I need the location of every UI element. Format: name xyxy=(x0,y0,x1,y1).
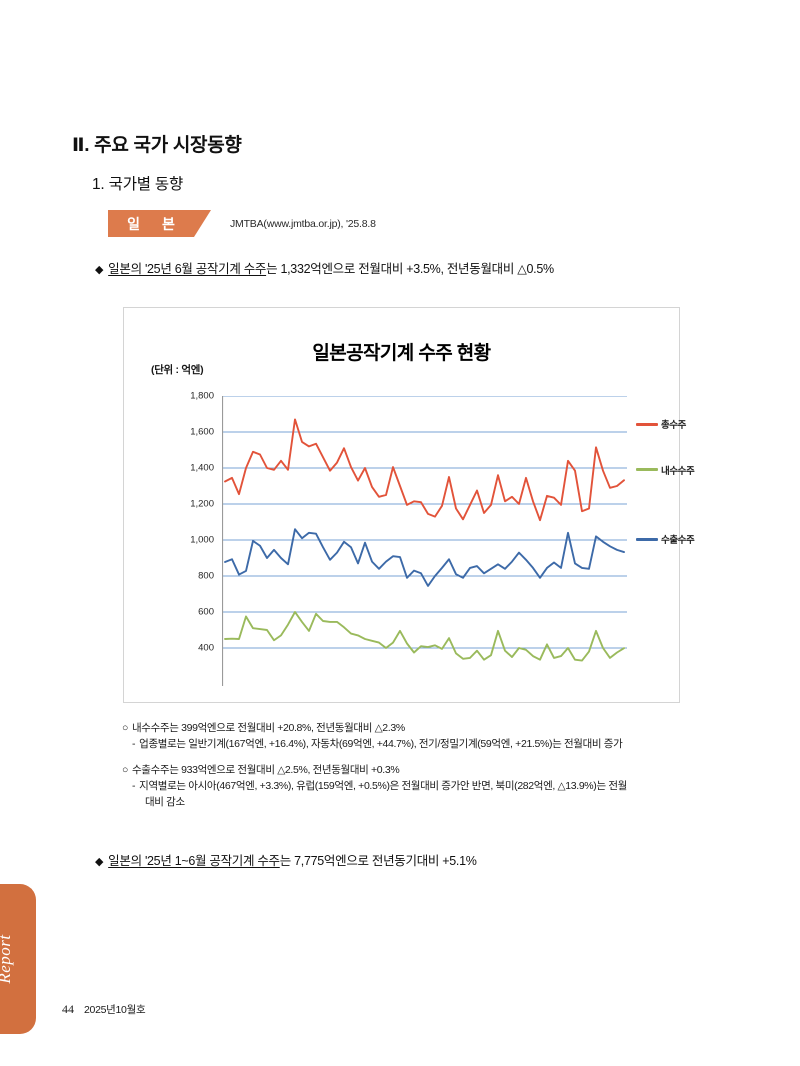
y-axis-tick: 800 xyxy=(198,570,214,582)
note-line: ○ 내수수주는 399억엔으로 전월대비 +20.8%, 전년동월대비 △2.3% xyxy=(122,720,682,736)
legend-label: 총수주 xyxy=(661,420,687,431)
note-line: ○ 수출수주는 933억엔으로 전월대비 △2.5%, 전년동월대비 +0.3% xyxy=(122,762,682,778)
legend-label: 내수수주 xyxy=(661,465,695,477)
y-axis-tick: 1,400 xyxy=(190,462,214,474)
circle-bullet-icon: ○ xyxy=(122,763,128,776)
diamond-icon: ◆ xyxy=(95,264,104,276)
legend-color-swatch xyxy=(636,537,658,541)
source-citation: JMTBA(www.jmtba.or.jp), '25.8.8 xyxy=(230,217,376,230)
y-axis-tick-labels: 1,800 1,600 1,400 1,200 1,000 800 600 400 xyxy=(178,391,218,654)
section-subtitle: 1. 국가별 동향 xyxy=(92,176,184,193)
dash-bullet-icon: - xyxy=(132,738,136,751)
bullet-1-rest: 는 1,332억엔으로 전월대비 +3.5%, 전년동월대비 △0.5% xyxy=(266,262,554,276)
y-axis-tick: 1,000 xyxy=(190,534,214,546)
diamond-icon: ◆ xyxy=(95,856,104,868)
y-axis-tick: 1,800 xyxy=(190,390,214,402)
chart-title: 일본공작기계 수주 현황 xyxy=(312,343,491,364)
footer-issue-label: 2025년10월호 xyxy=(84,1004,146,1016)
chart-series-line xyxy=(224,418,625,522)
country-badge-japan: 일 본 xyxy=(108,210,211,237)
y-axis-tick: 400 xyxy=(198,642,214,654)
bullet-point-monthly: ◆ 일본의 '25년 6월 공작기계 수주는 1,332억엔으로 전월대비 +3.… xyxy=(95,258,554,277)
bullet-point-cumulative: ◆ 일본의 '25년 1~6월 공작기계 수주는 7,775억엔으로 전년동기대비… xyxy=(95,850,477,869)
country-ribbon-group: 일 본 JMTBA(www.jmtba.or.jp), '25.8.8 xyxy=(108,210,376,237)
y-axis-tick: 1,200 xyxy=(190,498,214,510)
chart-plot-area xyxy=(222,396,627,686)
legend-color-swatch xyxy=(636,468,658,472)
y-axis-tick: 600 xyxy=(198,606,214,618)
page-footer: 44 2025년10월호 xyxy=(62,1002,146,1017)
chart-container: 일본공작기계 수주 현황 (단위 : 억엔) 1,800 1,600 1,400 1,… xyxy=(123,307,695,703)
chart-series-line xyxy=(224,528,625,587)
note-text: 업종별로는 일반기계(167억엔, +16.4%), 자동차(69억엔, +44… xyxy=(139,738,623,751)
note-text: 수출수주는 933억엔으로 전월대비 △2.5%, 전년동월대비 +0.3% xyxy=(132,763,400,776)
bullet-1-underlined: 일본의 '25년 6월 공작기계 수주 xyxy=(108,262,267,276)
note-line: - 업종별로는 일반기계(167억엔, +16.4%), 자동차(69억엔, +4… xyxy=(122,736,682,752)
chart-series-line xyxy=(224,611,625,662)
bullet-2-underlined: 일본의 '25년 1~6월 공작기계 수주 xyxy=(108,854,280,868)
legend-item[interactable]: 총수주 xyxy=(636,417,686,431)
side-tab-label: Report xyxy=(0,934,14,984)
legend-label: 수출수주 xyxy=(661,535,695,547)
footer-page-number: 44 xyxy=(62,1002,74,1016)
side-tab-report: Report xyxy=(0,884,36,1034)
note-line: 대비 감소 xyxy=(122,794,682,810)
note-line: - 지역별로는 아시아(467억엔, +3.3%), 유럽(159억엔, +0.5… xyxy=(122,778,682,794)
legend-item[interactable]: 수출수주 xyxy=(636,532,695,547)
note-text: 지역별로는 아시아(467억엔, +3.3%), 유럽(159억엔, +0.5%… xyxy=(139,779,627,792)
chart-plot-wrapper: 1,800 1,600 1,400 1,200 1,000 800 600 400 xyxy=(178,391,633,686)
legend-color-swatch xyxy=(636,422,658,426)
y-axis-tick: 1,600 xyxy=(190,426,214,438)
note-text: 내수수주는 399억엔으로 전월대비 +20.8%, 전년동월대비 △2.3% xyxy=(132,722,405,734)
note-spacer xyxy=(122,753,682,762)
detail-notes: ○ 내수수주는 399억엔으로 전월대비 +20.8%, 전년동월대비 △2.3%… xyxy=(122,720,682,810)
page-title: Ⅱ. 주요 국가 시장동향 xyxy=(72,135,242,156)
chart-unit-label: (단위 : 억엔) xyxy=(151,364,204,376)
circle-bullet-icon: ○ xyxy=(122,722,128,734)
bullet-2-rest: 는 7,775억엔으로 전년동기대비 +5.1% xyxy=(279,854,477,868)
legend-item[interactable]: 내수수주 xyxy=(636,463,695,477)
note-text: 대비 감소 xyxy=(145,796,185,809)
dash-bullet-icon: - xyxy=(132,779,136,792)
